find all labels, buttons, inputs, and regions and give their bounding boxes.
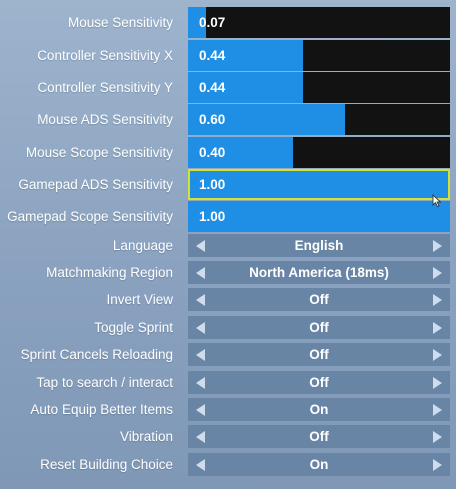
- mouse-sensitivity-slider[interactable]: 0.07: [188, 7, 450, 38]
- setting-label: Sprint Cancels Reloading: [20, 347, 173, 362]
- setting-label: Gamepad ADS Sensitivity: [18, 177, 173, 192]
- setting-row-matchmaking-region: Matchmaking Region North America (18ms): [0, 261, 456, 284]
- setting-row-toggle-sprint: Toggle Sprint Off: [0, 316, 456, 339]
- selector-value: Off: [309, 292, 329, 307]
- vibration-selector[interactable]: Off: [188, 425, 450, 448]
- setting-row-gamepad-ads-sensitivity: Gamepad ADS Sensitivity 1.00: [0, 169, 456, 200]
- setting-label: Toggle Sprint: [94, 320, 173, 335]
- setting-row-mouse-sensitivity: Mouse Sensitivity 0.07: [0, 7, 456, 38]
- selector-value: Off: [309, 429, 329, 444]
- slider-value: 0.40: [199, 145, 226, 160]
- setting-label: Controller Sensitivity X: [37, 48, 173, 63]
- arrow-right-icon[interactable]: [433, 240, 442, 252]
- setting-label: Vibration: [119, 429, 173, 444]
- setting-row-mouse-ads-sensitivity: Mouse ADS Sensitivity 0.60: [0, 104, 456, 135]
- arrow-right-icon[interactable]: [433, 349, 442, 361]
- reset-building-choice-selector[interactable]: On: [188, 453, 450, 476]
- setting-label: Mouse Sensitivity: [67, 15, 173, 30]
- setting-row-controller-sensitivity-x: Controller Sensitivity X 0.44: [0, 40, 456, 71]
- setting-label: Invert View: [106, 292, 173, 307]
- arrow-left-icon[interactable]: [196, 294, 205, 306]
- setting-label: Auto Equip Better Items: [30, 402, 173, 417]
- invert-view-selector[interactable]: Off: [188, 288, 450, 311]
- selector-value: North America (18ms): [249, 265, 389, 280]
- mouse-scope-sensitivity-slider[interactable]: 0.40: [188, 137, 450, 168]
- arrow-left-icon[interactable]: [196, 404, 205, 416]
- slider-fill: [188, 40, 304, 71]
- gamepad-ads-sensitivity-slider[interactable]: 1.00: [188, 169, 450, 200]
- arrow-left-icon[interactable]: [196, 349, 205, 361]
- selector-value: English: [294, 238, 344, 253]
- arrow-left-icon[interactable]: [196, 377, 205, 389]
- setting-row-mouse-scope-sensitivity: Mouse Scope Sensitivity 0.40: [0, 137, 456, 168]
- setting-label: Gamepad Scope Sensitivity: [7, 209, 173, 224]
- arrow-right-icon[interactable]: [433, 431, 442, 443]
- setting-row-invert-view: Invert View Off: [0, 288, 456, 311]
- slider-fill: [188, 201, 450, 232]
- setting-row-auto-equip-better-items: Auto Equip Better Items On: [0, 398, 456, 421]
- selector-value: On: [309, 402, 329, 417]
- controller-sensitivity-x-slider[interactable]: 0.44: [188, 40, 450, 71]
- selector-value: Off: [309, 347, 329, 362]
- setting-label: Mouse Scope Sensitivity: [25, 145, 173, 160]
- slider-fill: [190, 171, 448, 198]
- arrow-left-icon[interactable]: [196, 267, 205, 279]
- selector-value: Off: [309, 375, 329, 390]
- selector-value: Off: [309, 320, 329, 335]
- controller-sensitivity-y-slider[interactable]: 0.44: [188, 72, 450, 103]
- arrow-left-icon[interactable]: [196, 431, 205, 443]
- sprint-cancels-reloading-selector[interactable]: Off: [188, 343, 450, 366]
- setting-label: Matchmaking Region: [46, 265, 173, 280]
- setting-label: Language: [112, 238, 173, 253]
- slider-value: 1.00: [199, 209, 226, 224]
- slider-fill: [188, 7, 207, 38]
- setting-row-controller-sensitivity-y: Controller Sensitivity Y 0.44: [0, 72, 456, 103]
- slider-value: 0.44: [199, 80, 226, 95]
- arrow-right-icon[interactable]: [433, 322, 442, 334]
- arrow-left-icon[interactable]: [196, 240, 205, 252]
- selector-value: On: [309, 457, 329, 472]
- arrow-right-icon[interactable]: [433, 294, 442, 306]
- setting-label: Reset Building Choice: [40, 457, 173, 472]
- setting-row-tap-to-search-interact: Tap to search / interact Off: [0, 371, 456, 394]
- arrow-right-icon[interactable]: [433, 459, 442, 471]
- slider-value: 0.60: [199, 112, 226, 127]
- mouse-cursor-icon: [432, 194, 442, 208]
- arrow-right-icon[interactable]: [433, 267, 442, 279]
- arrow-left-icon[interactable]: [196, 459, 205, 471]
- arrow-right-icon[interactable]: [433, 404, 442, 416]
- setting-row-vibration: Vibration Off: [0, 425, 456, 448]
- setting-row-reset-building-choice: Reset Building Choice On: [0, 453, 456, 476]
- toggle-sprint-selector[interactable]: Off: [188, 316, 450, 339]
- slider-fill: [188, 137, 293, 168]
- arrow-right-icon[interactable]: [433, 377, 442, 389]
- slider-value: 0.07: [199, 15, 226, 30]
- setting-row-sprint-cancels-reloading: Sprint Cancels Reloading Off: [0, 343, 456, 366]
- slider-fill: [188, 72, 304, 103]
- setting-label: Mouse ADS Sensitivity: [37, 112, 173, 127]
- slider-fill: [188, 104, 346, 135]
- tap-to-search-interact-selector[interactable]: Off: [188, 371, 450, 394]
- matchmaking-region-selector[interactable]: North America (18ms): [188, 261, 450, 284]
- slider-value: 0.44: [199, 48, 226, 63]
- gamepad-scope-sensitivity-slider[interactable]: 1.00: [188, 201, 450, 232]
- setting-label: Tap to search / interact: [36, 375, 173, 390]
- setting-label: Controller Sensitivity Y: [37, 80, 173, 95]
- setting-row-language: Language English: [0, 234, 456, 257]
- slider-value: 1.00: [199, 177, 226, 192]
- arrow-left-icon[interactable]: [196, 322, 205, 334]
- mouse-ads-sensitivity-slider[interactable]: 0.60: [188, 104, 450, 135]
- setting-row-gamepad-scope-sensitivity: Gamepad Scope Sensitivity 1.00: [0, 201, 456, 232]
- language-selector[interactable]: English: [188, 234, 450, 257]
- auto-equip-better-items-selector[interactable]: On: [188, 398, 450, 421]
